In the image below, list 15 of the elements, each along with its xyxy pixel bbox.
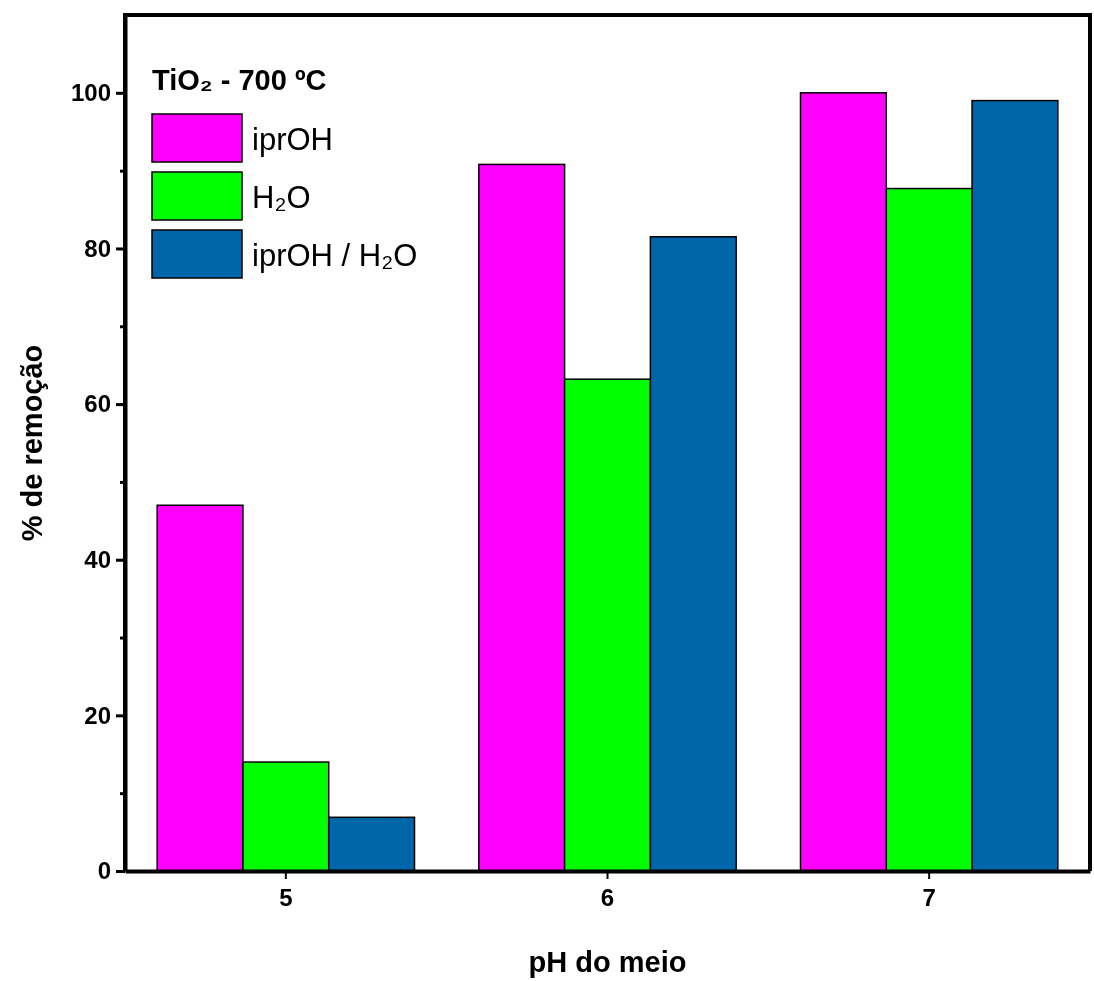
x-axis-title: pH do meio bbox=[528, 946, 687, 978]
y-tick-label: 0 bbox=[97, 857, 111, 885]
legend-label: iprOH / H₂O bbox=[252, 238, 418, 273]
y-tick-label: 20 bbox=[84, 701, 111, 729]
x-tick-label: 7 bbox=[922, 884, 936, 912]
x-tick-label: 5 bbox=[279, 884, 293, 912]
y-tick-label: 100 bbox=[70, 79, 111, 106]
legend-label: H₂O bbox=[252, 180, 311, 215]
y-tick-label: 40 bbox=[84, 545, 111, 573]
y-tick-label: 60 bbox=[84, 390, 111, 418]
y-tick-label: 80 bbox=[84, 234, 111, 262]
y-axis-title: % de remoção bbox=[16, 344, 48, 542]
legend-title: TiO₂ - 700 ºC bbox=[152, 64, 327, 96]
x-tick-label: 6 bbox=[600, 884, 615, 912]
legend-label: iprOH bbox=[252, 122, 333, 157]
